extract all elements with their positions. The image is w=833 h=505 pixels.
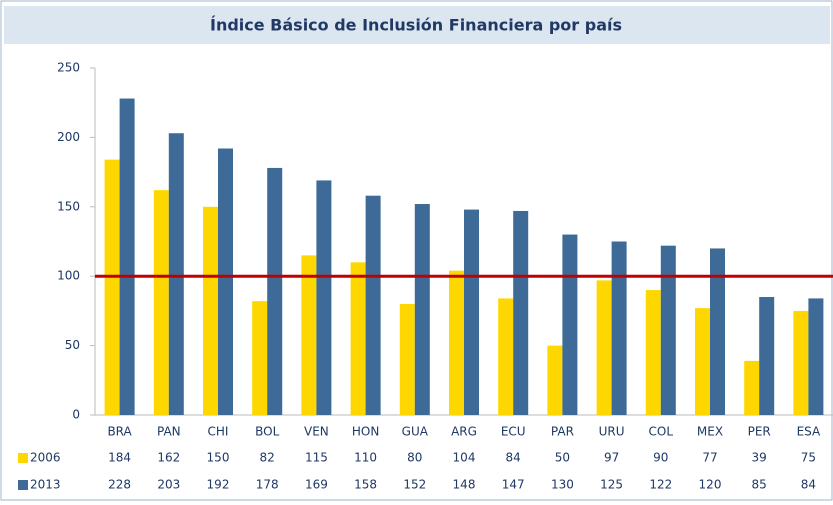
chart-title: Índice Básico de Inclusión Financiera po… [210, 16, 622, 35]
table-value: 77 [702, 451, 717, 465]
bar [301, 255, 317, 415]
x-tick-label: PER [748, 425, 771, 439]
table-value: 192 [207, 478, 230, 492]
legend-label: 2013 [30, 478, 61, 492]
x-tick-label: CHI [208, 425, 229, 439]
bar [218, 148, 233, 415]
bar [365, 195, 381, 415]
bar [793, 310, 809, 415]
y-tick-label: 200 [57, 130, 80, 144]
table-value: 85 [752, 478, 767, 492]
table-value: 75 [801, 451, 816, 465]
bar [611, 241, 627, 415]
x-tick-label: ECU [501, 425, 526, 439]
x-tick-label: BRA [107, 425, 132, 439]
title-band [4, 6, 830, 44]
x-tick-label: URU [599, 425, 625, 439]
table-value: 39 [752, 451, 767, 465]
bar [464, 209, 479, 415]
table-value: 203 [157, 478, 180, 492]
bar [744, 360, 760, 415]
x-tick-label: PAR [551, 425, 574, 439]
y-tick-label: 50 [65, 338, 80, 352]
bar [316, 180, 332, 415]
table-value: 84 [506, 451, 521, 465]
bar [267, 167, 283, 415]
table-value: 125 [600, 478, 623, 492]
bar [596, 280, 612, 415]
x-tick-label: ARG [451, 425, 477, 439]
x-tick-label: VEN [304, 425, 329, 439]
table-value: 158 [354, 478, 377, 492]
bar [168, 133, 184, 415]
bar [350, 262, 366, 415]
table-value: 169 [305, 478, 328, 492]
legend-label: 2006 [30, 451, 61, 465]
bar [808, 298, 824, 415]
bar [104, 159, 120, 415]
y-tick-label: 150 [57, 199, 80, 213]
table-value: 184 [108, 451, 131, 465]
x-tick-label: GUA [402, 425, 429, 439]
table-value: 147 [502, 478, 525, 492]
table-value: 90 [653, 451, 668, 465]
table-value: 82 [260, 451, 275, 465]
table-value: 50 [555, 451, 570, 465]
bar [414, 204, 430, 415]
bar [203, 206, 218, 415]
bar [252, 301, 268, 415]
bar [119, 98, 135, 415]
bar [660, 245, 676, 415]
x-tick-label: BOL [255, 425, 279, 439]
y-tick-label: 0 [72, 408, 80, 422]
bar [759, 297, 775, 415]
bar [153, 190, 169, 415]
table-value: 115 [305, 451, 328, 465]
bar [449, 270, 464, 415]
x-tick-label: MEX [697, 425, 723, 439]
table-value: 150 [207, 451, 230, 465]
table-value: 162 [157, 451, 180, 465]
table-value: 110 [354, 451, 377, 465]
bar [695, 308, 710, 415]
table-value: 228 [108, 478, 131, 492]
table-value: 104 [453, 451, 476, 465]
table-value: 148 [453, 478, 476, 492]
y-tick-label: 100 [57, 269, 80, 283]
table-value: 120 [699, 478, 722, 492]
bar [498, 298, 514, 415]
table-value: 84 [801, 478, 816, 492]
table-value: 80 [407, 451, 422, 465]
table-value: 130 [551, 478, 574, 492]
table-value: 178 [256, 478, 279, 492]
legend-marker [18, 453, 28, 463]
bar [513, 210, 529, 415]
x-tick-label: ESA [797, 425, 821, 439]
bar [710, 248, 725, 415]
legend-marker [18, 480, 28, 490]
table-value: 97 [604, 451, 619, 465]
bar [399, 303, 415, 415]
bar [645, 290, 661, 415]
x-tick-label: HON [352, 425, 379, 439]
table-value: 152 [403, 478, 426, 492]
y-tick-label: 250 [57, 61, 80, 75]
bar [547, 345, 563, 415]
table-value: 122 [649, 478, 672, 492]
x-tick-label: PAN [157, 425, 181, 439]
bar [562, 234, 578, 415]
x-tick-label: COL [649, 425, 674, 439]
